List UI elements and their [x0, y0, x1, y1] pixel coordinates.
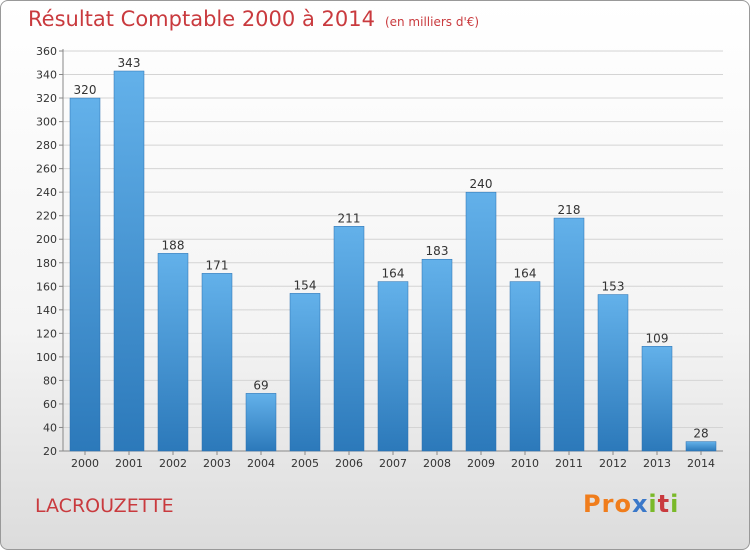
y-tick-label: 340 [36, 69, 57, 82]
bar-value-label: 211 [338, 211, 361, 225]
bar [509, 281, 541, 452]
logo-letter: r [601, 490, 615, 518]
x-tick-label: 2014 [687, 457, 715, 470]
y-tick-label: 360 [36, 45, 57, 58]
logo-letter: t [657, 490, 671, 518]
bar [113, 70, 145, 452]
y-tick-label: 60 [43, 398, 57, 411]
logo-letter: i [648, 490, 658, 518]
x-tick-label: 2000 [71, 457, 99, 470]
logo-letter: o [614, 490, 632, 518]
y-tick-label: 160 [36, 280, 57, 293]
y-tick-label: 100 [36, 351, 57, 364]
chart-subtitle: (en milliers d'€) [384, 15, 480, 29]
y-tick-label: 200 [36, 233, 57, 246]
y-tick-label: 80 [43, 374, 57, 387]
bar-value-label: 320 [74, 83, 97, 97]
x-tick-label: 2003 [203, 457, 231, 470]
x-tick-label: 2007 [379, 457, 407, 470]
x-tick-label: 2012 [599, 457, 627, 470]
bar [685, 441, 717, 452]
y-tick-label: 260 [36, 163, 57, 176]
bar-value-label: 153 [602, 280, 625, 294]
bar-value-label: 154 [294, 278, 317, 292]
bar [465, 191, 497, 452]
bar-value-label: 188 [162, 238, 185, 252]
y-tick-label: 40 [43, 421, 57, 434]
y-tick-label: 220 [36, 210, 57, 223]
y-tick-label: 180 [36, 257, 57, 270]
y-tick-label: 20 [43, 445, 57, 458]
x-tick-label: 2013 [643, 457, 671, 470]
y-tick-label: 320 [36, 92, 57, 105]
commune-name: LACROUZETTE [35, 495, 174, 517]
bar [333, 226, 365, 452]
bar-value-label: 28 [693, 427, 708, 441]
bar [641, 346, 673, 452]
bar-value-label: 218 [558, 203, 581, 217]
bar-value-label: 171 [206, 258, 229, 272]
x-tick-label: 2008 [423, 457, 451, 470]
logo-letter: P [583, 490, 602, 518]
x-tick-label: 2002 [159, 457, 187, 470]
bar-value-label: 109 [646, 331, 669, 345]
bar-value-label: 183 [426, 244, 449, 258]
y-tick-label: 280 [36, 139, 57, 152]
bar-value-label: 240 [470, 177, 493, 191]
bar-value-label: 69 [253, 378, 268, 392]
x-tick-label: 2010 [511, 457, 539, 470]
bar [289, 293, 321, 452]
bar-value-label: 164 [382, 267, 405, 281]
y-tick-label: 300 [36, 116, 57, 129]
bar [69, 97, 101, 452]
title-text: Résultat Comptable 2000 à 2014 [28, 7, 375, 31]
bar [553, 217, 585, 452]
x-tick-label: 2011 [555, 457, 583, 470]
x-tick-label: 2006 [335, 457, 363, 470]
x-tick-label: 2001 [115, 457, 143, 470]
bar [421, 258, 453, 452]
proxiti-logo: Proxiti [583, 490, 679, 518]
bar [157, 253, 189, 452]
y-tick-label: 120 [36, 327, 57, 340]
bar-value-label: 164 [514, 267, 537, 281]
y-tick-label: 240 [36, 186, 57, 199]
bar [377, 281, 409, 452]
x-tick-label: 2004 [247, 457, 275, 470]
x-tick-label: 2005 [291, 457, 319, 470]
logo-letter: x [631, 490, 649, 518]
x-tick-label: 2009 [467, 457, 495, 470]
y-tick-label: 140 [36, 304, 57, 317]
bar [201, 273, 233, 452]
bar [597, 294, 629, 452]
chart-title: Résultat Comptable 2000 à 2014 (en millie… [28, 7, 479, 31]
logo-letter: i [670, 490, 680, 518]
bar-value-label: 343 [118, 56, 141, 70]
bar [245, 393, 277, 452]
